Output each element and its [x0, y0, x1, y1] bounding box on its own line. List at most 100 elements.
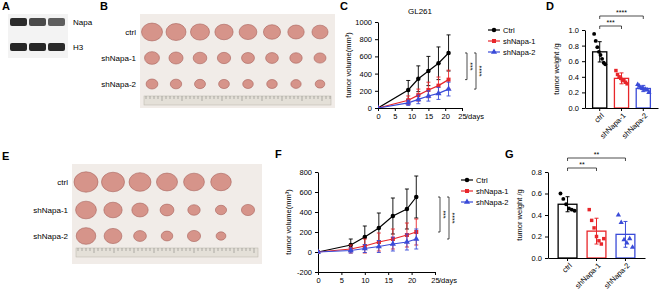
ruler-tick — [194, 96, 195, 99]
ruler-tick — [182, 248, 183, 251]
tick: 0 — [368, 104, 378, 113]
tick-label: 0 — [368, 104, 372, 113]
significance-bracket — [465, 53, 467, 80]
tick-label: 10 — [408, 112, 416, 121]
ruler-tick — [186, 248, 187, 251]
x-axis: ctrlshNapa-1shNapa-2 — [586, 108, 659, 140]
ruler-tick — [198, 96, 199, 99]
tick-label: 200 — [299, 228, 312, 237]
tick: 10 — [361, 272, 369, 285]
blot-background — [8, 14, 68, 58]
ruler-tick — [242, 248, 243, 251]
blot-band — [48, 43, 65, 51]
panel-label: C — [340, 0, 348, 12]
y-axis: 02004006008001000 — [355, 18, 378, 113]
tick-mark — [582, 46, 585, 47]
ruler-tick — [326, 96, 327, 99]
ruler-tick — [226, 96, 227, 99]
tick-mark — [365, 272, 366, 275]
tick-mark — [599, 108, 600, 111]
tick-mark — [445, 108, 446, 111]
y-axis-title: tumor volume(mm³) — [284, 189, 293, 255]
tick-label: 0 — [316, 276, 320, 285]
ruler-tick — [234, 96, 235, 99]
panel-label: F — [275, 148, 282, 160]
plot-area — [378, 35, 452, 108]
ruler-tick — [318, 96, 319, 99]
ruler — [144, 96, 331, 105]
ruler-tick — [166, 96, 167, 99]
line-chart: F0510152025-2000200400600800/daystumor v… — [275, 148, 509, 285]
tick-label: shNapa-2 — [620, 111, 649, 140]
significance-bracket — [447, 197, 449, 239]
marker — [435, 90, 441, 95]
ruler-tick — [270, 96, 271, 99]
tick: 10 — [408, 108, 416, 121]
marker — [414, 195, 419, 200]
tick-mark — [375, 91, 378, 92]
x-axis-title: /days — [439, 276, 457, 285]
error-bar — [623, 221, 627, 247]
tick-label: 10 — [361, 276, 369, 285]
tick-label: 0.0 — [532, 254, 542, 263]
tumor — [215, 205, 226, 214]
tick: 600 — [299, 188, 318, 197]
ruler-tick — [286, 96, 287, 99]
tumor-photo: EctrlshNapa-1shNapa-2 — [2, 150, 262, 264]
data-point — [594, 39, 598, 43]
photo-background — [72, 164, 262, 264]
marker — [318, 248, 321, 253]
tick-label: 0 — [308, 248, 312, 257]
panel-label: G — [505, 148, 514, 160]
tumor — [146, 79, 158, 89]
error-bar — [641, 85, 645, 91]
series-line — [378, 53, 449, 108]
ruler-tick — [162, 96, 163, 101]
ruler-tick — [150, 96, 151, 99]
tick-label: 20 — [442, 112, 450, 121]
marker — [378, 104, 381, 108]
ruler-tick — [190, 96, 191, 99]
ruler-tick — [306, 96, 307, 99]
ruler-tick — [238, 96, 239, 99]
tumor — [217, 52, 230, 63]
tick: -200 — [297, 268, 318, 277]
ruler-tick — [158, 248, 159, 251]
row-label: shNapa-2 — [33, 232, 68, 241]
marker — [426, 69, 431, 74]
marker — [415, 96, 421, 101]
significance-label: *** — [607, 19, 615, 26]
ruler-tick — [230, 96, 231, 99]
legend-marker — [492, 39, 496, 43]
significance-label: *** — [442, 210, 449, 218]
tick-mark — [582, 61, 585, 62]
marker — [416, 77, 421, 82]
ruler-tick — [162, 248, 163, 251]
ruler-tick — [110, 248, 111, 251]
ruler-tick — [218, 96, 219, 99]
marker — [390, 240, 396, 245]
significance-bracket — [568, 158, 626, 161]
ruler-tick — [170, 248, 171, 251]
error-bar — [598, 42, 602, 62]
legend-entry: Ctrl — [461, 176, 488, 185]
data-point — [646, 89, 651, 94]
ruler-tick — [194, 248, 195, 253]
tick-label: 800 — [299, 168, 312, 177]
ruler-tick — [158, 96, 159, 99]
tick-mark — [315, 232, 318, 233]
tick-mark — [375, 74, 378, 75]
tick: 0.4 — [569, 73, 585, 82]
bar — [558, 204, 577, 258]
error-bar — [566, 197, 570, 212]
tumor-photo: BctrlshNapa-1shNapa-2 — [100, 0, 335, 108]
y-axis-title: tumor weight /g — [515, 189, 524, 240]
data-point — [561, 197, 565, 201]
tick: 0.0 — [569, 104, 585, 113]
tick: 1000 — [355, 18, 378, 27]
tumor — [314, 53, 326, 63]
ruler-tick — [246, 248, 247, 251]
ruler-tick — [210, 96, 211, 99]
tick-mark — [545, 172, 548, 173]
tick: 600 — [359, 52, 378, 61]
